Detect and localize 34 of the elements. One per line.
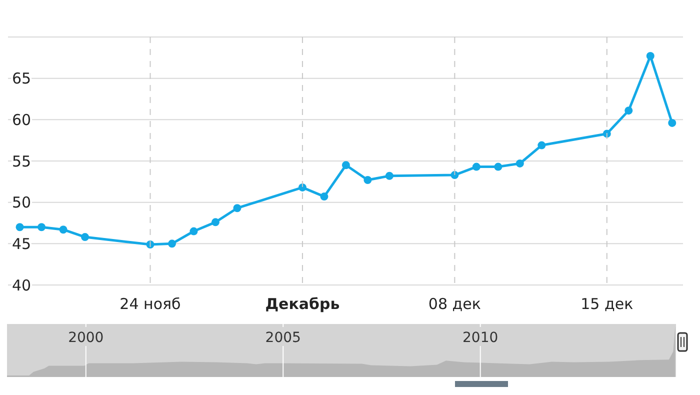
- y-tick-label: 40: [12, 276, 32, 294]
- point: [81, 233, 90, 242]
- point: [320, 192, 328, 201]
- y-tick-label: 50: [12, 194, 32, 212]
- point: [364, 176, 372, 184]
- point: [168, 240, 176, 248]
- y-tick-label: 55: [12, 152, 32, 170]
- x-tick-label: 24 нояб: [120, 295, 181, 313]
- point: [516, 159, 524, 168]
- x-tick-label: 15 дек: [580, 295, 634, 313]
- point: [233, 204, 242, 212]
- point: [624, 106, 633, 115]
- y-tick-label: 45: [12, 234, 32, 253]
- x-tick-label: 2000: [68, 330, 104, 346]
- x-tick-label: Декабрь: [265, 295, 340, 313]
- point: [16, 223, 24, 232]
- x-tick-label: 2010: [462, 330, 498, 346]
- x-tick-label: 08 дек: [428, 295, 481, 313]
- point: [190, 227, 198, 236]
- point: [59, 226, 68, 234]
- point: [538, 141, 546, 150]
- y-tick-label: 65: [12, 70, 32, 88]
- point: [668, 118, 676, 127]
- point: [646, 52, 654, 60]
- point: [494, 162, 502, 171]
- point: [211, 218, 220, 226]
- y-tick-label: 60: [12, 110, 32, 129]
- point: [385, 172, 394, 180]
- point: [450, 171, 459, 180]
- point: [298, 183, 306, 192]
- point: [472, 162, 480, 171]
- x-tick-label: 2005: [265, 330, 301, 346]
- point: [38, 223, 46, 232]
- point: [342, 161, 350, 170]
